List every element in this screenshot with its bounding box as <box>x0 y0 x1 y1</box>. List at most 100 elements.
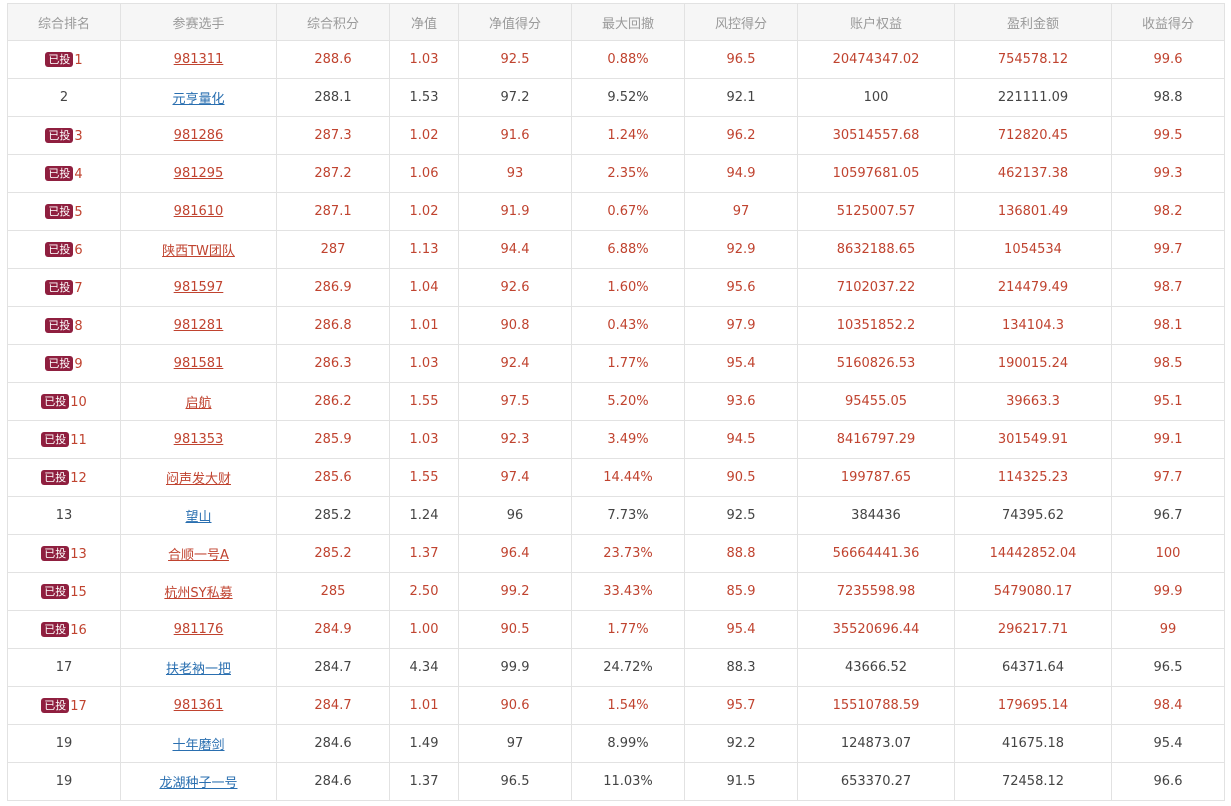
rank-cell: 已投 9 <box>7 344 121 383</box>
player-link[interactable]: 981176 <box>173 622 224 637</box>
profit-cell: 221111.09 <box>954 78 1112 117</box>
nav-cell: 1.55 <box>389 458 459 497</box>
return-score-cell: 98.1 <box>1111 306 1225 345</box>
rank-cell: 已投 6 <box>7 230 121 269</box>
risk-score-cell: 92.2 <box>684 724 798 763</box>
nav-cell: 1.37 <box>389 534 459 573</box>
header-return-score[interactable]: 收益得分 <box>1111 3 1225 41</box>
player-link[interactable]: 981581 <box>173 356 224 371</box>
return-score-cell: 99 <box>1111 610 1225 649</box>
header-profit[interactable]: 盈利金额 <box>954 3 1112 41</box>
nav-cell: 1.02 <box>389 116 459 155</box>
nav-score-cell: 97.2 <box>458 78 572 117</box>
player-link[interactable]: 981281 <box>173 318 224 333</box>
nav-score-cell: 90.5 <box>458 610 572 649</box>
total-score-cell: 287.2 <box>276 154 390 193</box>
risk-score-cell: 97 <box>684 192 798 231</box>
player-link[interactable]: 扶老衲一把 <box>165 662 231 677</box>
nav-cell: 1.03 <box>389 420 459 459</box>
player-link[interactable]: 杭州SY私募 <box>164 586 233 601</box>
player-cell: 981286 <box>120 116 277 155</box>
risk-score-cell: 96.5 <box>684 40 798 79</box>
player-link[interactable]: 981295 <box>173 166 224 181</box>
account-equity-cell: 15510788.59 <box>797 686 955 725</box>
player-link[interactable]: 981610 <box>173 204 224 219</box>
player-link[interactable]: 龙湖种子一号 <box>159 776 238 791</box>
return-score-cell: 99.6 <box>1111 40 1225 79</box>
table-row: 17 扶老衲一把 284.7 4.34 99.9 24.72% 88.3 43666.52 64… <box>7 648 1225 687</box>
total-score-cell: 287.1 <box>276 192 390 231</box>
player-link[interactable]: 981286 <box>173 128 224 143</box>
ranking-table-container: 综合排名 参赛选手 综合积分 净值 净值得分 最大回撤 风控得分 账户权益 盈利… <box>7 3 1225 801</box>
player-cell: 合顺一号A <box>120 534 277 573</box>
return-score-cell: 98.7 <box>1111 268 1225 307</box>
rank-value: 19 <box>55 774 73 789</box>
total-score-cell: 286.9 <box>276 268 390 307</box>
profit-cell: 301549.91 <box>954 420 1112 459</box>
player-link[interactable]: 981353 <box>173 432 224 447</box>
player-link[interactable]: 望山 <box>185 510 212 525</box>
rank-cell: 2 <box>7 78 121 117</box>
rank-cell: 已投 17 <box>7 686 121 725</box>
max-drawdown-cell: 3.49% <box>571 420 685 459</box>
max-drawdown-cell: 0.67% <box>571 192 685 231</box>
player-link[interactable]: 闷声发大财 <box>165 472 231 487</box>
total-score-cell: 284.7 <box>276 648 390 687</box>
account-equity-cell: 100 <box>797 78 955 117</box>
return-score-cell: 95.4 <box>1111 724 1225 763</box>
nav-cell: 1.01 <box>389 686 459 725</box>
rank-value: 13 <box>55 508 73 523</box>
table-row: 已投 15 杭州SY私募 285 2.50 99.2 33.43% 85.9 7235598.9… <box>7 572 1225 611</box>
player-cell: 981281 <box>120 306 277 345</box>
account-equity-cell: 8416797.29 <box>797 420 955 459</box>
player-link[interactable]: 合顺一号A <box>168 548 229 563</box>
total-score-cell: 288.6 <box>276 40 390 79</box>
player-link[interactable]: 陕西TW团队 <box>162 244 235 259</box>
account-equity-cell: 7102037.22 <box>797 268 955 307</box>
total-score-cell: 285.9 <box>276 420 390 459</box>
profit-cell: 41675.18 <box>954 724 1112 763</box>
player-link[interactable]: 981361 <box>173 698 224 713</box>
risk-score-cell: 88.3 <box>684 648 798 687</box>
header-account-equity[interactable]: 账户权益 <box>797 3 955 41</box>
return-score-cell: 95.1 <box>1111 382 1225 421</box>
player-link[interactable]: 元亨量化 <box>172 92 225 107</box>
player-link[interactable]: 981597 <box>173 280 224 295</box>
header-nav[interactable]: 净值 <box>389 3 459 41</box>
header-rank[interactable]: 综合排名 <box>7 3 121 41</box>
invested-badge: 已投 <box>45 203 74 219</box>
header-player[interactable]: 参赛选手 <box>120 3 277 41</box>
total-score-cell: 287 <box>276 230 390 269</box>
rank-value: 19 <box>55 736 73 751</box>
rank-value: 9 <box>74 356 83 372</box>
rank-cell: 已投 10 <box>7 382 121 421</box>
header-risk-score[interactable]: 风控得分 <box>684 3 798 41</box>
max-drawdown-cell: 2.35% <box>571 154 685 193</box>
player-cell: 杭州SY私募 <box>120 572 277 611</box>
nav-score-cell: 97.5 <box>458 382 572 421</box>
rank-cell: 已投 15 <box>7 572 121 611</box>
table-row: 已投 12 闷声发大财 285.6 1.55 97.4 14.44% 90.5 199787.6… <box>7 458 1225 497</box>
header-total-score[interactable]: 综合积分 <box>276 3 390 41</box>
profit-cell: 179695.14 <box>954 686 1112 725</box>
table-row: 已投 16 981176 284.9 1.00 90.5 1.77% 95.4 35520696… <box>7 610 1225 649</box>
rank-value: 2 <box>59 90 69 105</box>
nav-score-cell: 99.2 <box>458 572 572 611</box>
max-drawdown-cell: 0.43% <box>571 306 685 345</box>
profit-cell: 712820.45 <box>954 116 1112 155</box>
profit-cell: 296217.71 <box>954 610 1112 649</box>
rank-cell: 已投 3 <box>7 116 121 155</box>
nav-cell: 1.53 <box>389 78 459 117</box>
table-row: 已投 5 981610 287.1 1.02 91.9 0.67% 97 5125007.57 1… <box>7 192 1225 231</box>
risk-score-cell: 95.7 <box>684 686 798 725</box>
player-cell: 望山 <box>120 496 277 535</box>
table-row: 已投 4 981295 287.2 1.06 93 2.35% 94.9 10597681.05… <box>7 154 1225 193</box>
return-score-cell: 99.1 <box>1111 420 1225 459</box>
nav-cell: 4.34 <box>389 648 459 687</box>
player-link[interactable]: 981311 <box>173 52 224 67</box>
header-nav-score[interactable]: 净值得分 <box>458 3 572 41</box>
player-link[interactable]: 启航 <box>185 396 212 411</box>
header-max-drawdown[interactable]: 最大回撤 <box>571 3 685 41</box>
player-link[interactable]: 十年磨剑 <box>172 738 225 753</box>
rank-cell: 已投 8 <box>7 306 121 345</box>
